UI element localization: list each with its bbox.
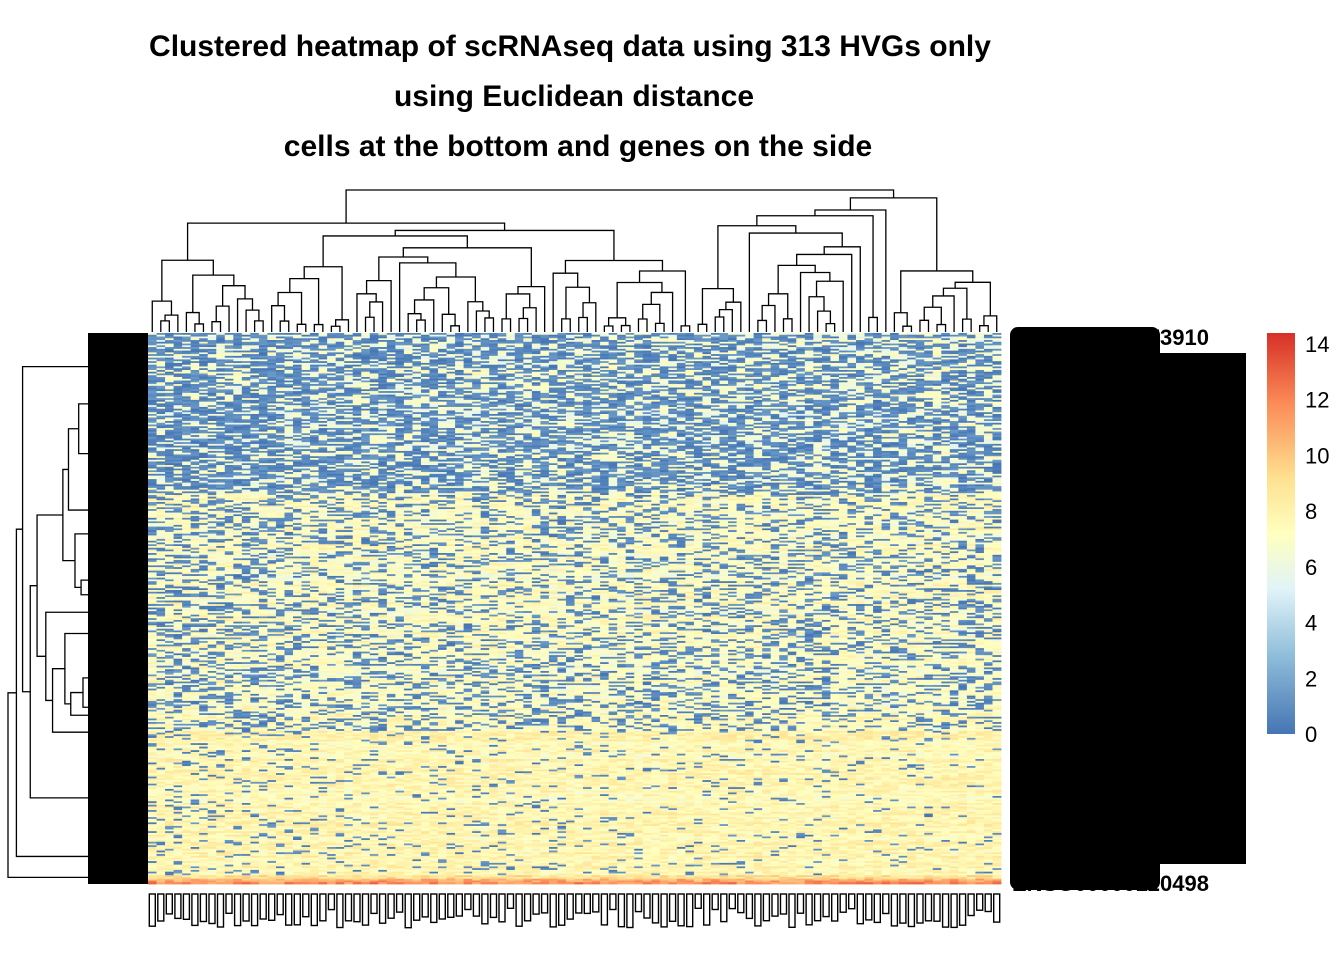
dendrogram-branch <box>698 324 707 332</box>
dendrogram-branch <box>762 306 775 332</box>
dendrogram-branch <box>30 586 90 798</box>
dendrogram-branch <box>506 294 529 319</box>
dendrogram-branch <box>272 306 285 332</box>
dendrogram-branch <box>403 248 531 287</box>
dendrogram-branch <box>769 294 788 319</box>
heatmap-matrix <box>148 333 1001 884</box>
dendrogram-branch <box>621 326 630 332</box>
dendrogram-branch <box>850 198 936 271</box>
dendrogram-branch <box>903 326 912 332</box>
dendrogram-branch <box>937 325 946 332</box>
dendrogram-branch <box>924 307 941 324</box>
dendrogram-branch <box>323 236 467 267</box>
dendrogram-branch <box>749 233 842 332</box>
dendrogram-branch <box>638 319 647 332</box>
dendrogram-branch <box>720 310 733 332</box>
dendrogram-branch <box>815 210 886 332</box>
dendrogram-branch <box>715 317 724 332</box>
dendrogram-branch <box>255 321 264 332</box>
dendrogram-branch <box>502 319 511 332</box>
dendrogram-branch <box>955 282 990 316</box>
dendrogram-branch <box>758 320 767 332</box>
dendrogram-branch <box>442 314 455 332</box>
dendrogram-branch <box>162 260 213 301</box>
dendrogram-branch <box>783 319 792 332</box>
dendrogram-branch <box>451 326 460 332</box>
dendrogram-branch <box>562 319 571 332</box>
dendrogram-branch <box>223 286 245 306</box>
dendrogram-branch <box>290 279 319 325</box>
title-line-2: using Euclidean distance <box>394 80 754 113</box>
dendrogram-branch <box>869 317 878 332</box>
dendrogram-branch <box>357 294 376 332</box>
dendrogram-branch <box>417 320 426 332</box>
dendrogram-branch <box>37 515 63 656</box>
dendrogram-branch <box>314 325 323 332</box>
dendrogram-branch <box>809 297 824 332</box>
dendrogram-branch <box>408 314 421 332</box>
dendrogram-branch <box>681 326 690 332</box>
dendrogram-branch <box>824 247 860 332</box>
dendrogram-branch <box>193 275 234 312</box>
dendrogram-branch <box>415 300 434 332</box>
dendrogram-branch <box>331 326 340 332</box>
dendrogram-branch <box>718 226 796 289</box>
dendrogram-branch <box>238 299 253 332</box>
dendrogram-branch <box>920 320 929 332</box>
dendrogram-branch <box>424 288 449 315</box>
dendrogram-branch <box>826 324 835 332</box>
dendrogram-branch <box>395 230 614 260</box>
dendrogram-branch <box>304 267 342 320</box>
dendrogram-branch <box>216 306 229 332</box>
dendrogram-branch <box>818 311 831 332</box>
dendrogram-branch <box>379 257 428 281</box>
dendrogram-branch <box>297 324 306 332</box>
dendrogram-branch <box>519 319 528 332</box>
dendrogram-branch <box>640 271 686 326</box>
dendrogram-branch <box>817 281 844 332</box>
dendrogram-branch <box>579 318 588 332</box>
dendrogram-branch <box>346 190 893 223</box>
dendrogram-branch <box>726 302 741 332</box>
dendrogram-branch <box>901 271 973 313</box>
dendrogram-branch <box>894 313 907 332</box>
dendrogram-branch <box>278 292 301 324</box>
chart-title: Clustered heatmap of scRNAseq data using… <box>149 30 991 163</box>
dendrogram-branch <box>212 322 221 332</box>
dendrogram-branch <box>943 288 966 319</box>
dendrogram-branch <box>617 282 662 317</box>
dendrogram-branch <box>980 326 989 332</box>
dendrogram-branch <box>195 324 204 332</box>
dendrogram-branch <box>161 321 170 332</box>
dendrogram-branch <box>485 318 494 332</box>
dendrogram-branch <box>963 319 972 332</box>
dendrogram-branch <box>152 301 171 332</box>
dendrogram-branch <box>366 317 375 332</box>
dendrogram-branch <box>933 296 954 332</box>
dendrogram-branch <box>186 313 199 332</box>
dendrogram-branch <box>609 318 626 326</box>
dendrogram-branch <box>188 223 505 260</box>
dendrogram-branch <box>656 323 665 332</box>
title-line-3: cells at the bottom and genes on the sid… <box>284 130 872 163</box>
dendrogram-branch <box>436 277 475 302</box>
dendrogram-branch <box>984 316 997 332</box>
dendrogram-branch <box>604 326 613 332</box>
dendrogram-branch <box>165 315 178 332</box>
dendrogram-branch <box>280 321 289 332</box>
title-line-1: Clustered heatmap of scRNAseq data using… <box>149 30 991 63</box>
dendrogram-branch <box>778 265 815 293</box>
dendrogram-branch <box>468 302 483 332</box>
dendrogram-branch <box>702 289 733 325</box>
dendrogram-branch <box>651 292 672 332</box>
dendrogram-branch <box>643 304 660 323</box>
dendrogram-branch <box>476 311 489 332</box>
column-dendrogram <box>152 190 996 332</box>
dendrogram-branch <box>523 308 536 332</box>
